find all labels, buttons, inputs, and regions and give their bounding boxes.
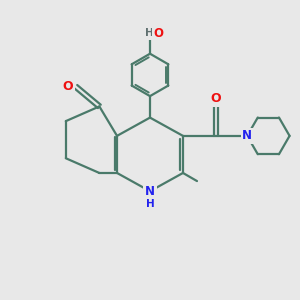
Text: H: H — [146, 200, 154, 209]
Text: N: N — [145, 185, 155, 198]
Text: O: O — [154, 27, 164, 40]
Text: N: N — [242, 129, 252, 142]
Text: O: O — [63, 80, 74, 93]
Text: O: O — [211, 92, 221, 105]
Text: H: H — [145, 28, 154, 38]
